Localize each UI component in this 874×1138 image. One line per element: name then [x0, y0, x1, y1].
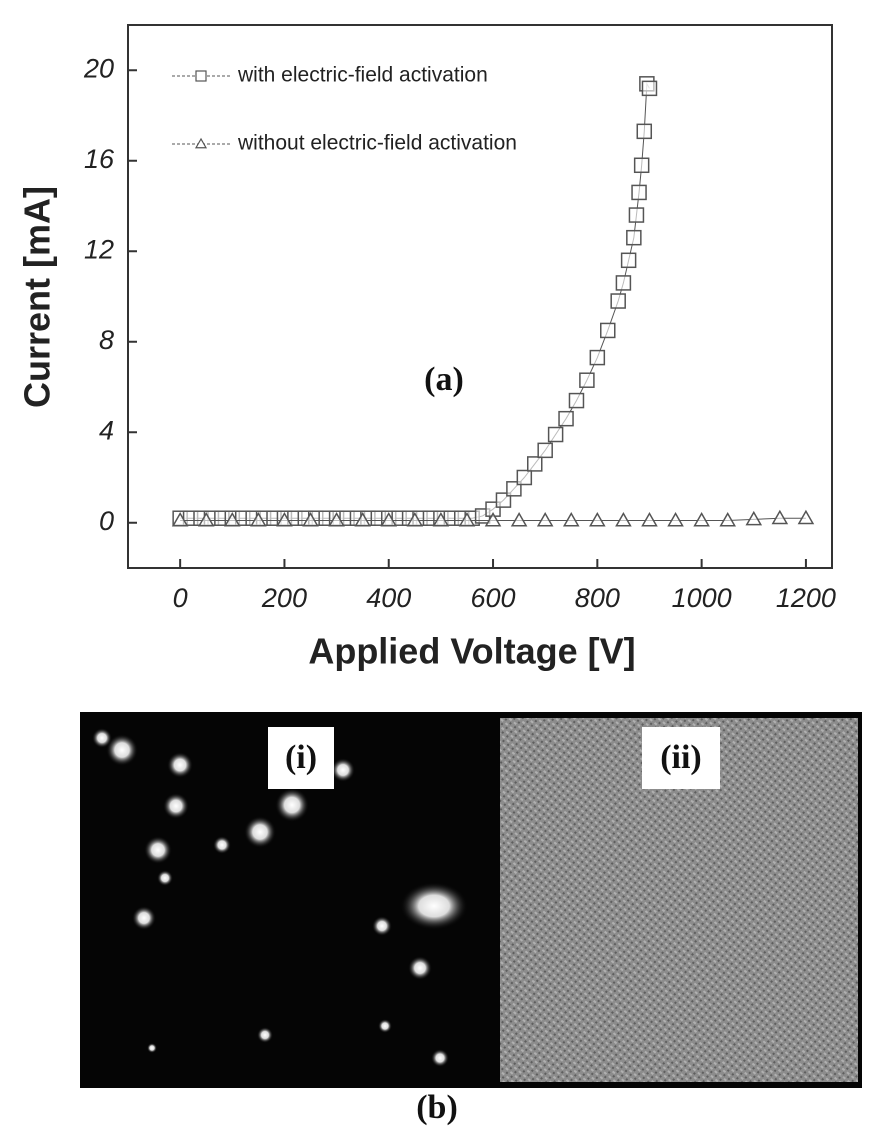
marker	[328, 511, 345, 527]
y-tick-label: 12	[84, 234, 114, 264]
figure-label: (b)	[416, 1089, 458, 1126]
marker	[636, 123, 653, 140]
legend-label: with electric-field activation	[237, 64, 488, 87]
marker	[558, 410, 574, 427]
marker	[626, 229, 642, 246]
marker	[432, 511, 450, 527]
marker	[641, 80, 658, 97]
y-tick-label: 16	[84, 144, 115, 174]
x-tick-label: 400	[366, 583, 411, 613]
marker	[406, 511, 424, 527]
marker	[615, 511, 632, 527]
panel-label: (a)	[424, 361, 464, 398]
marker	[589, 349, 606, 366]
marker	[568, 392, 585, 409]
plot-frame	[127, 24, 833, 569]
marker	[536, 511, 554, 527]
legend-label: without electric-field activation	[237, 132, 517, 155]
marker	[195, 70, 207, 82]
marker	[797, 509, 815, 525]
marker	[562, 511, 580, 527]
marker	[631, 184, 647, 201]
marker	[719, 511, 736, 527]
x-tick-label: 200	[261, 583, 307, 613]
marker	[547, 426, 564, 443]
marker	[171, 511, 189, 527]
marker	[641, 511, 658, 527]
marker	[667, 511, 684, 527]
x-tick-label: 600	[471, 583, 516, 613]
x-tick-label: 1200	[776, 583, 836, 613]
marker	[600, 322, 616, 339]
marker	[620, 252, 637, 269]
marker	[771, 509, 789, 525]
marker	[615, 275, 632, 291]
marker	[506, 481, 522, 497]
marker	[537, 442, 553, 459]
marker	[610, 293, 626, 309]
y-tick-label: 8	[99, 325, 114, 355]
label-box	[268, 727, 334, 789]
marker	[745, 510, 763, 526]
marker	[276, 511, 293, 527]
marker	[458, 511, 476, 527]
image-panel	[80, 712, 862, 1088]
y-tick-label: 20	[83, 53, 114, 83]
marker	[302, 511, 319, 527]
x-tick-label: 1000	[672, 583, 732, 613]
image-label: (i)	[285, 739, 317, 776]
marker	[589, 511, 606, 527]
marker	[354, 511, 371, 527]
marker	[693, 511, 710, 527]
x-tick-label: 0	[173, 583, 188, 613]
y-tick-label: 4	[99, 415, 114, 445]
marker	[516, 469, 533, 486]
y-axis-label: Current [mA]	[17, 186, 58, 408]
marker	[628, 207, 645, 223]
image-label: (ii)	[660, 739, 702, 776]
marker	[527, 456, 543, 472]
x-tick-label: 800	[575, 583, 620, 613]
x-axis-label: Applied Voltage [V]	[308, 631, 635, 672]
marker	[380, 511, 398, 527]
y-tick-label: 0	[99, 506, 114, 536]
marker	[224, 511, 241, 527]
marker	[194, 137, 208, 149]
marker	[250, 511, 267, 527]
marker	[495, 492, 512, 508]
marker	[579, 372, 595, 388]
marker	[484, 511, 502, 527]
marker	[197, 511, 215, 527]
label-box	[642, 727, 720, 789]
marker	[633, 157, 650, 174]
marker	[510, 511, 528, 527]
